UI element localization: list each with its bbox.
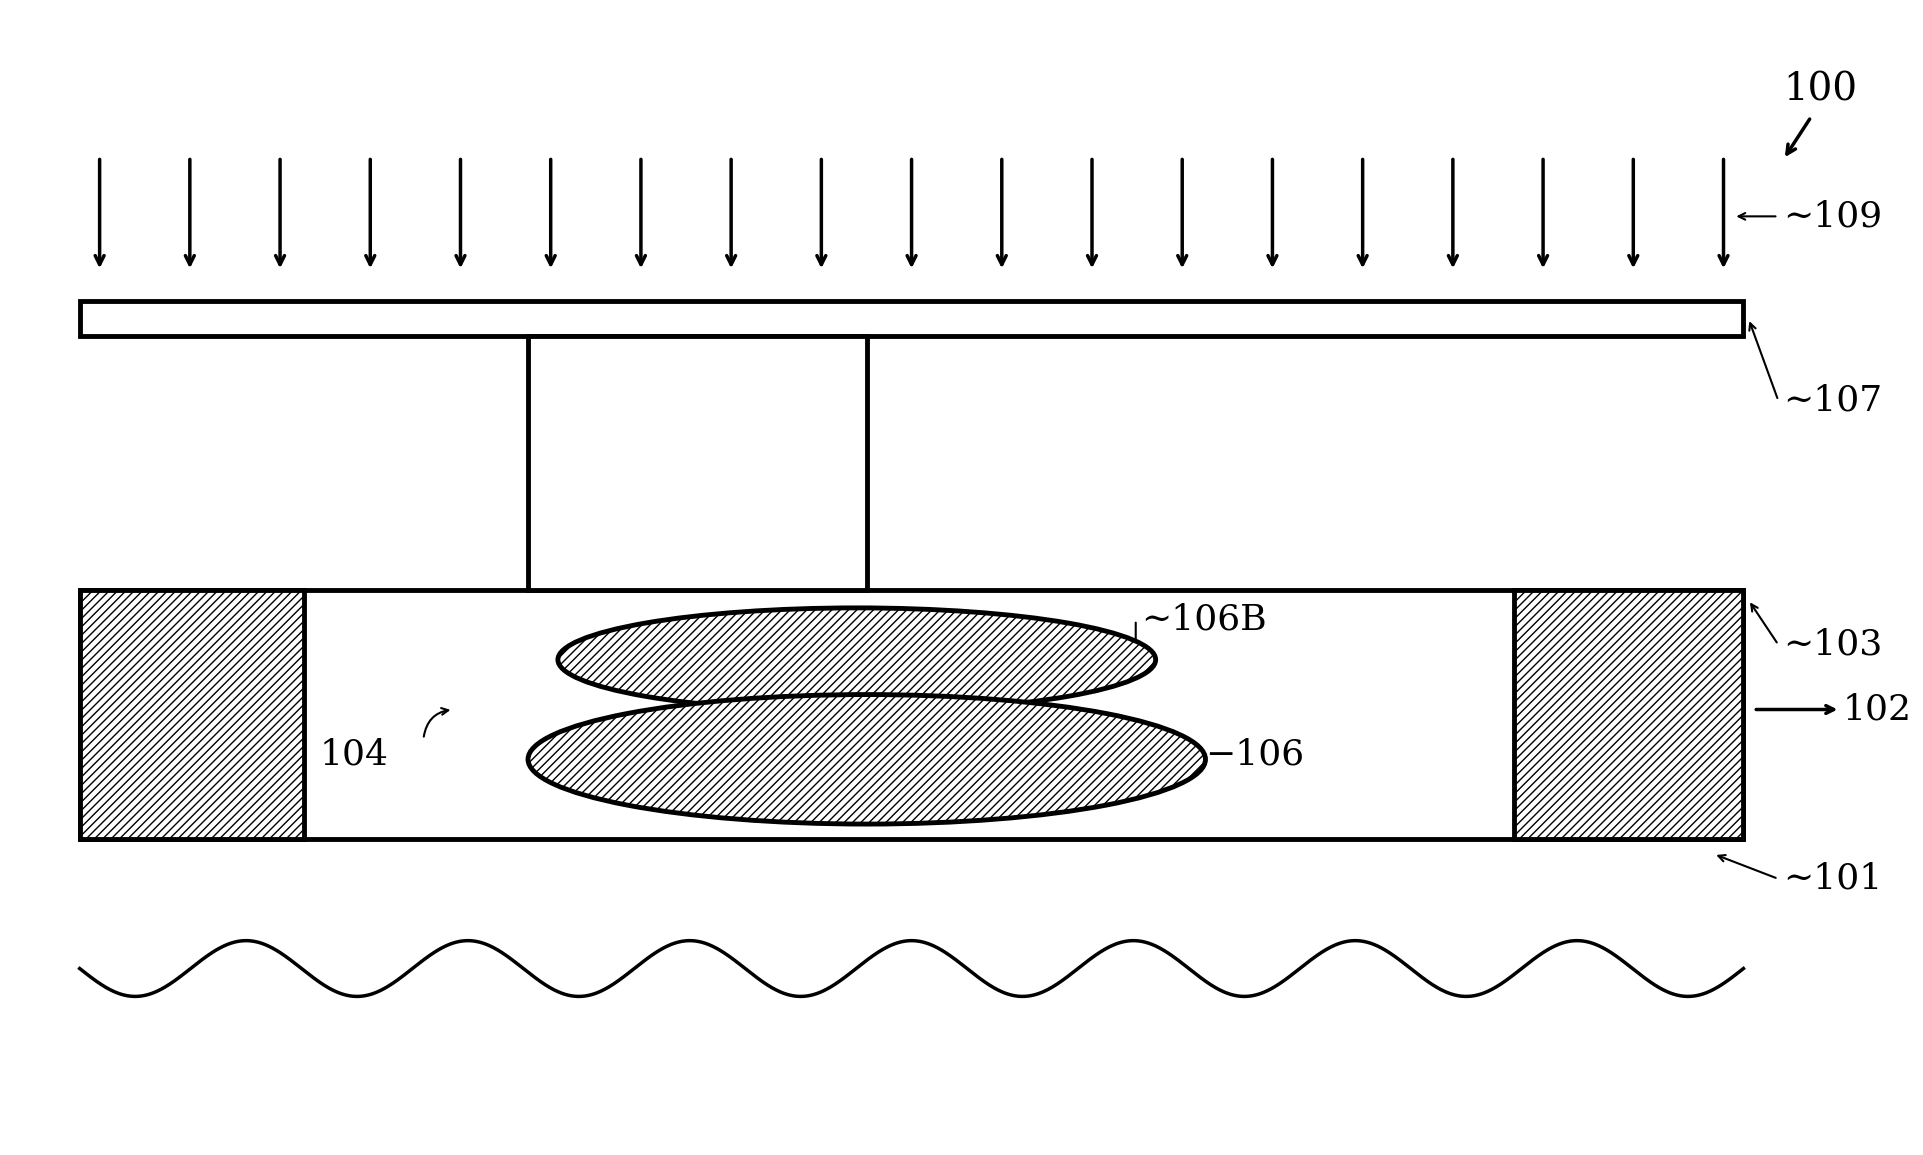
Text: 100: 100 — [1783, 72, 1856, 109]
Text: −106: −106 — [1206, 737, 1304, 772]
Text: ∼109: ∼109 — [1783, 200, 1881, 233]
Text: ∼101: ∼101 — [1783, 862, 1881, 896]
Bar — [79, 301, 1742, 336]
Bar — [527, 336, 865, 590]
Ellipse shape — [527, 694, 1206, 824]
Ellipse shape — [558, 608, 1156, 711]
Bar — [1513, 590, 1742, 839]
Text: 102: 102 — [1756, 693, 1911, 726]
Text: ∼107: ∼107 — [1783, 383, 1881, 418]
Bar — [79, 590, 304, 839]
Bar — [79, 590, 1742, 839]
Text: 104: 104 — [319, 737, 388, 772]
Text: ∼106B: ∼106B — [1140, 603, 1265, 636]
Text: ∼103: ∼103 — [1783, 628, 1883, 662]
